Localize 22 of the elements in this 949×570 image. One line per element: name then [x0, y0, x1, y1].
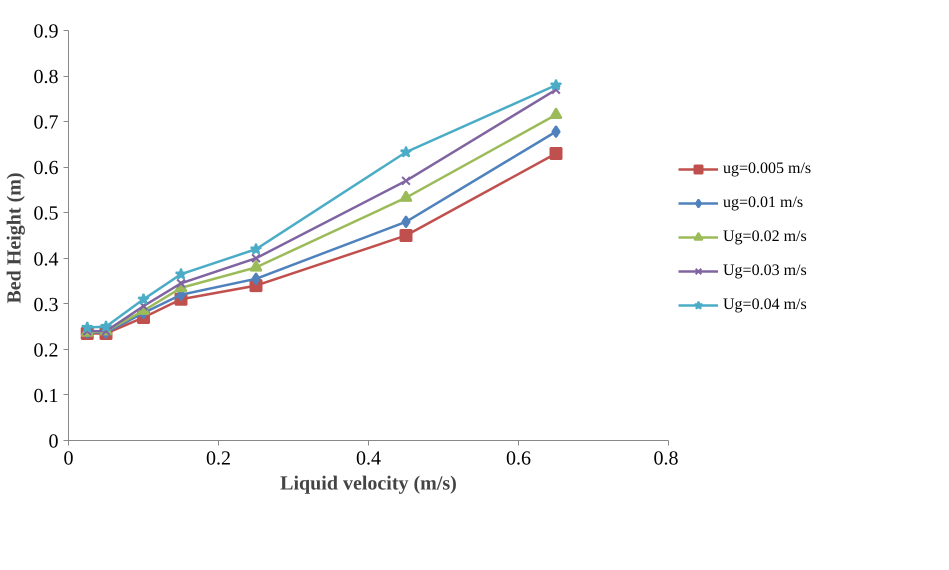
- x-axis-title: Liquid velocity (m/s): [280, 472, 457, 494]
- y-tick-label: 0.3: [34, 294, 58, 316]
- x-tick-label: 0.4: [356, 448, 381, 470]
- legend-label: ug=0.005 m/s: [723, 160, 812, 178]
- y-tick-label: 0.2: [34, 339, 58, 362]
- legend-label: ug=0.01 m/s: [723, 194, 804, 212]
- x-tick-label: 0.2: [206, 448, 231, 470]
- legend-label: Ug=0.03 m/s: [723, 262, 807, 280]
- y-tick-label: 0.4: [34, 248, 58, 270]
- legend-label: Ug=0.02 m/s: [723, 228, 807, 246]
- x-tick-label: 0.8: [654, 448, 678, 470]
- y-tick-label: 0.1: [34, 384, 58, 407]
- y-tick-label: 0.8: [34, 66, 58, 88]
- y-tick-label: 0.7: [34, 112, 58, 134]
- y-tick-label: 0.9: [34, 20, 58, 42]
- y-tick-label: 0: [48, 430, 58, 452]
- x-tick-label: 0: [64, 448, 74, 470]
- y-tick-label: 0.5: [34, 202, 58, 225]
- x-tick-label: 0.6: [506, 448, 531, 470]
- y-tick-label: 0.6: [34, 157, 58, 180]
- legend-label: Ug=0.04 m/s: [723, 296, 807, 314]
- y-axis-title: Bed Height (m): [4, 172, 26, 304]
